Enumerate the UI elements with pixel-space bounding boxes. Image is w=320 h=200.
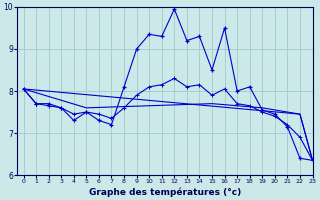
X-axis label: Graphe des températures (°c): Graphe des températures (°c) [89, 187, 241, 197]
